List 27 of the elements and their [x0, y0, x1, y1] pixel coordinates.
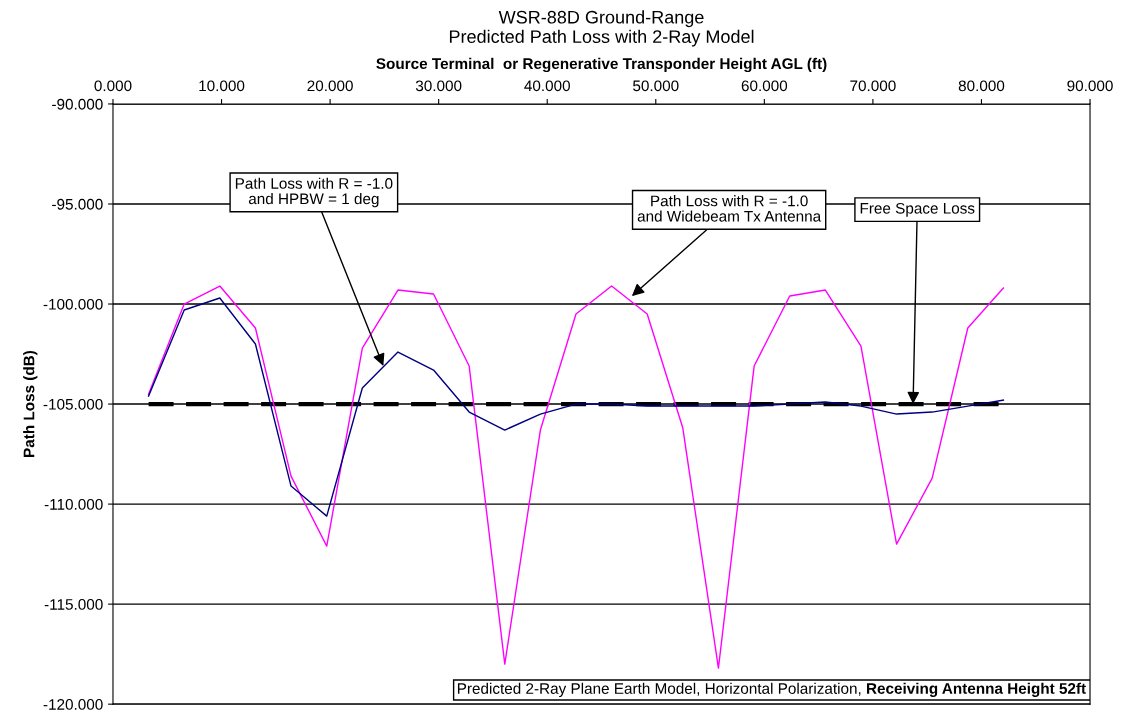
- x-tick-label: 60.000: [741, 80, 788, 92]
- x-tick-label: 50.000: [633, 80, 679, 92]
- annotation: Path Loss with R = -1.0 and HPBW = 1 deg: [235, 177, 393, 208]
- x-tick-label: 10.000: [199, 80, 245, 92]
- y-tick-label: -95.000: [52, 198, 103, 210]
- chart-title: WSR-88D Ground-Range Predicted Path Loss with 2-Ray Model: [449, 10, 754, 47]
- y-tick-label: -110.000: [44, 498, 103, 510]
- line-series: [147, 297, 1005, 517]
- x-axis-title: Source Terminal or Regenerative Transponder Height AGL (ft): [376, 57, 827, 73]
- y-tick-label: -90.000: [52, 98, 103, 110]
- y-tick-label: -100.000: [43, 298, 103, 310]
- y-axis-title: Path Loss (dB): [23, 350, 38, 457]
- y-tick-label: -105.000: [43, 398, 103, 410]
- x-tick-label: 80.000: [958, 80, 1005, 92]
- x-tick-label: 30.000: [415, 80, 462, 92]
- x-tick-label: 0.000: [94, 80, 132, 92]
- annotation: Predicted 2-Ray Plane Earth Model, Horizontal Polarization,: [457, 682, 861, 697]
- x-tick-label: 20.000: [307, 80, 353, 92]
- y-tick-label: -115.000: [44, 599, 103, 610]
- line-series: [147, 285, 1005, 669]
- x-tick-label: 70.000: [850, 80, 896, 92]
- annotation: Free Space Loss: [860, 202, 975, 217]
- x-tick-label: 90.000: [1067, 80, 1113, 92]
- annotation: Path Loss with R = -1.0 and Widebeam Tx Antenna: [637, 195, 822, 222]
- y-tick-label: -120.000: [43, 699, 103, 710]
- x-tick-label: 40.000: [524, 80, 570, 92]
- annotation: Receiving Antenna Height 52ft: [867, 682, 1086, 697]
